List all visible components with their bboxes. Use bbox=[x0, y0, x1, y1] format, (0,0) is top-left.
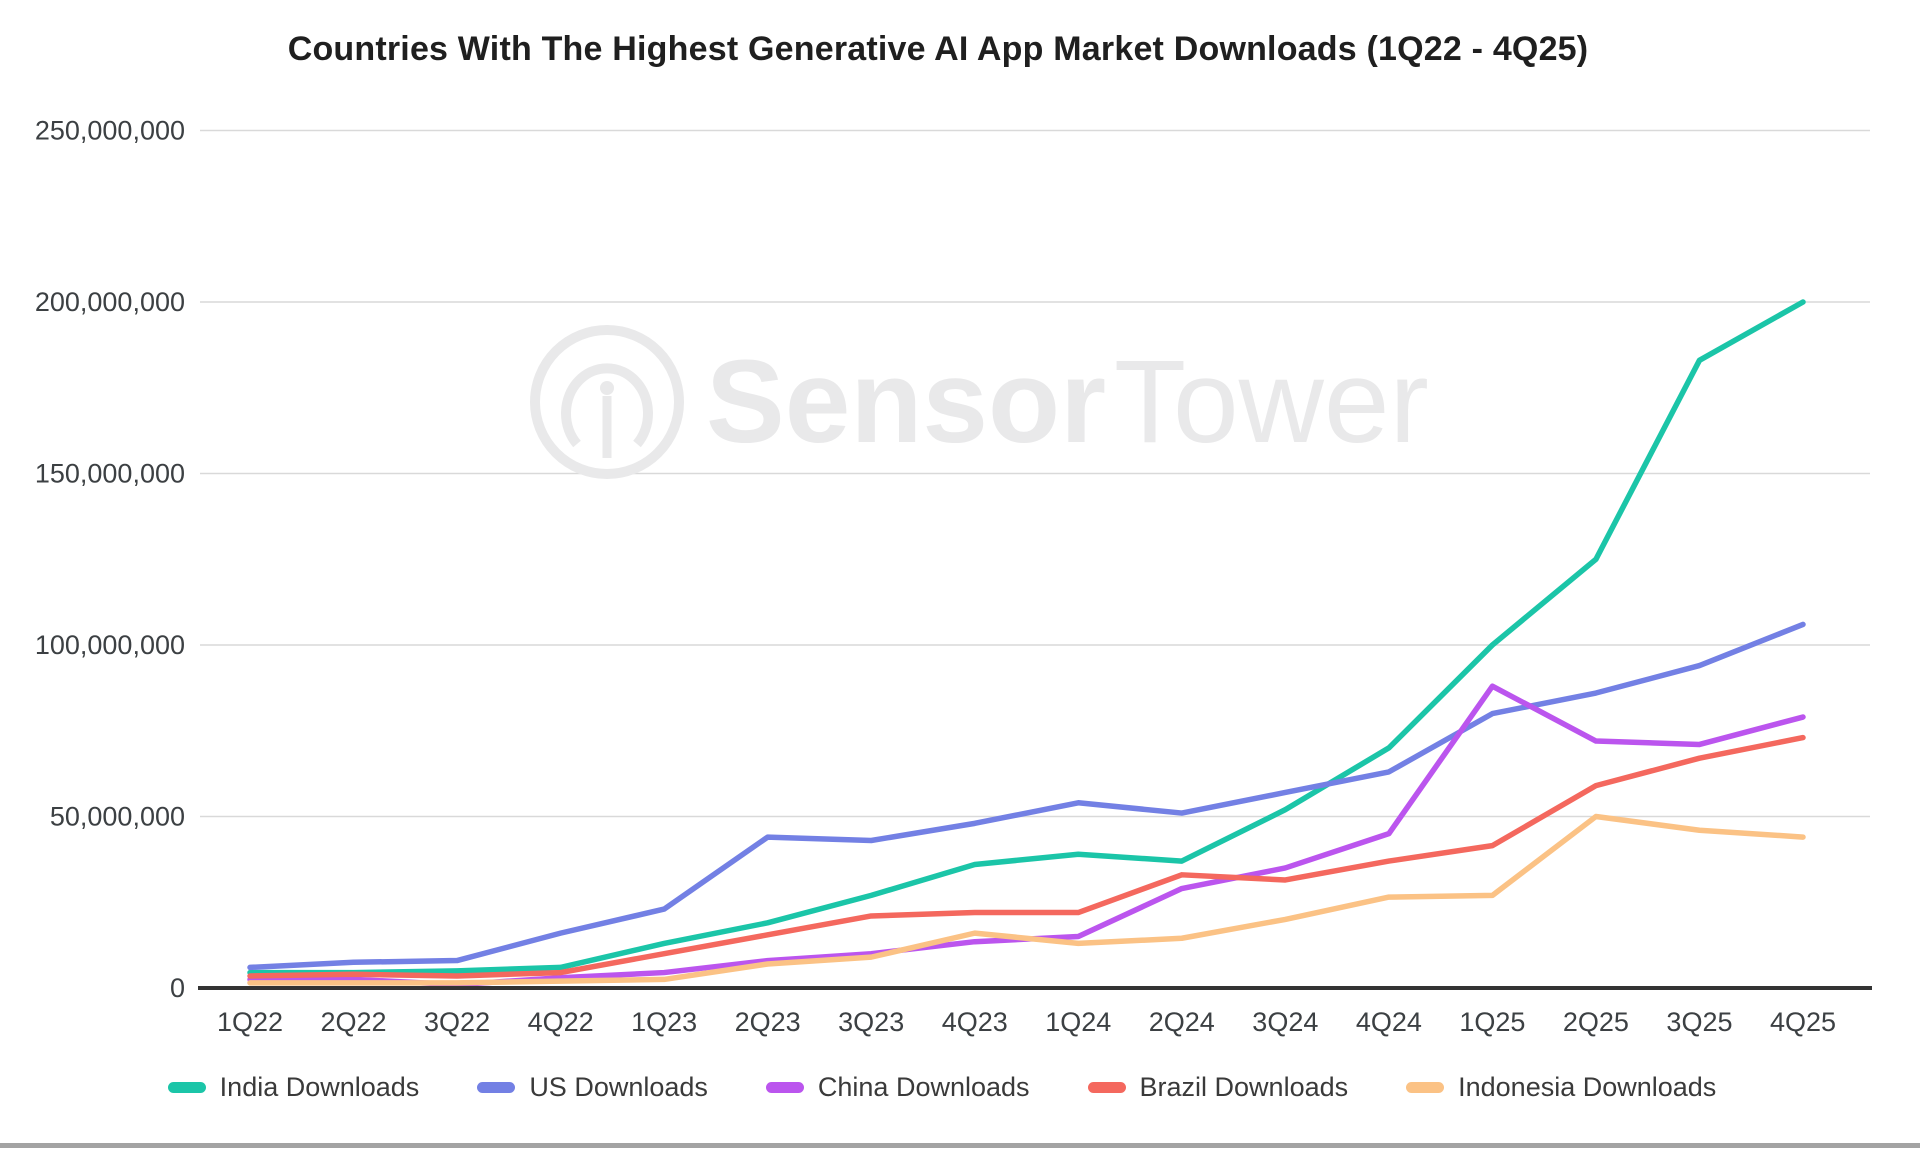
legend-swatch-icon bbox=[1406, 1082, 1445, 1093]
series-line-india-downloads bbox=[247, 299, 1806, 976]
x-tick-label: 4Q24 bbox=[1356, 1007, 1422, 1037]
x-tick-label: 1Q24 bbox=[1045, 1007, 1111, 1037]
y-tick-label: 250,000,000 bbox=[35, 116, 185, 146]
x-tick-label: 2Q22 bbox=[321, 1007, 387, 1037]
x-tick-label: 3Q22 bbox=[424, 1007, 490, 1037]
x-tick-label: 2Q24 bbox=[1149, 1007, 1215, 1037]
x-tick-label: 3Q24 bbox=[1252, 1007, 1318, 1037]
x-tick-label: 1Q23 bbox=[631, 1007, 697, 1037]
legend-item-india-downloads: India Downloads bbox=[167, 1072, 420, 1103]
x-tick-label: 1Q22 bbox=[217, 1007, 283, 1037]
y-axis-tick-labels: 0 50,000,000 100,000,000 150,000,000 200,000… bbox=[35, 116, 185, 1004]
chart-legend: India Downloads US Downloads China Downl… bbox=[0, 1072, 1884, 1103]
x-tick-label: 2Q23 bbox=[735, 1007, 801, 1037]
y-tick-label: 150,000,000 bbox=[35, 459, 185, 489]
legend-swatch-icon bbox=[167, 1082, 206, 1093]
legend-swatch-icon bbox=[1087, 1082, 1126, 1093]
x-tick-label: 4Q25 bbox=[1770, 1007, 1836, 1037]
legend-item-label: India Downloads bbox=[219, 1072, 420, 1102]
sensor-tower-logo-icon bbox=[530, 325, 684, 479]
legend-item-label: Brazil Downloads bbox=[1139, 1072, 1349, 1102]
legend-swatch-icon bbox=[477, 1082, 516, 1093]
legend-item-indonesia-downloads: Indonesia Downloads bbox=[1406, 1072, 1716, 1103]
gridlines bbox=[200, 129, 1870, 818]
legend-item-us-downloads: US Downloads bbox=[477, 1072, 708, 1103]
legend-item-brazil-downloads: Brazil Downloads bbox=[1087, 1072, 1349, 1103]
x-tick-label: 3Q25 bbox=[1666, 1007, 1732, 1037]
series-line-indonesia-downloads bbox=[247, 813, 1806, 986]
legend-item-label: China Downloads bbox=[817, 1072, 1030, 1102]
series-line-us-downloads bbox=[247, 621, 1806, 971]
data-series-lines bbox=[247, 299, 1806, 988]
chart-title: Countries With The Highest Generative AI… bbox=[287, 30, 1589, 68]
x-tick-label: 4Q23 bbox=[942, 1007, 1008, 1037]
legend-swatch-icon bbox=[765, 1082, 804, 1093]
watermark-text: SensorTower bbox=[706, 336, 1429, 468]
legend-item-label: US Downloads bbox=[529, 1072, 708, 1102]
bottom-edge-bar bbox=[0, 1143, 1920, 1148]
x-tick-label: 4Q22 bbox=[528, 1007, 594, 1037]
x-tick-label: 1Q25 bbox=[1459, 1007, 1525, 1037]
x-axis-tick-labels: 1Q22 2Q22 3Q22 4Q22 1Q23 2Q23 3Q23 4Q23 1Q24 2Q24… bbox=[217, 1007, 1836, 1037]
y-tick-label: 50,000,000 bbox=[50, 802, 185, 832]
y-tick-label: 200,000,000 bbox=[35, 287, 185, 317]
sensor-tower-watermark: SensorTower bbox=[530, 325, 1429, 479]
legend-item-china-downloads: China Downloads bbox=[765, 1072, 1030, 1103]
legend-item-label: Indonesia Downloads bbox=[1458, 1072, 1717, 1102]
y-tick-label: 100,000,000 bbox=[35, 630, 185, 660]
series-line-brazil-downloads bbox=[247, 734, 1806, 979]
y-tick-label: 0 bbox=[170, 973, 185, 1003]
x-tick-label: 3Q23 bbox=[838, 1007, 904, 1037]
x-tick-label: 2Q25 bbox=[1563, 1007, 1629, 1037]
